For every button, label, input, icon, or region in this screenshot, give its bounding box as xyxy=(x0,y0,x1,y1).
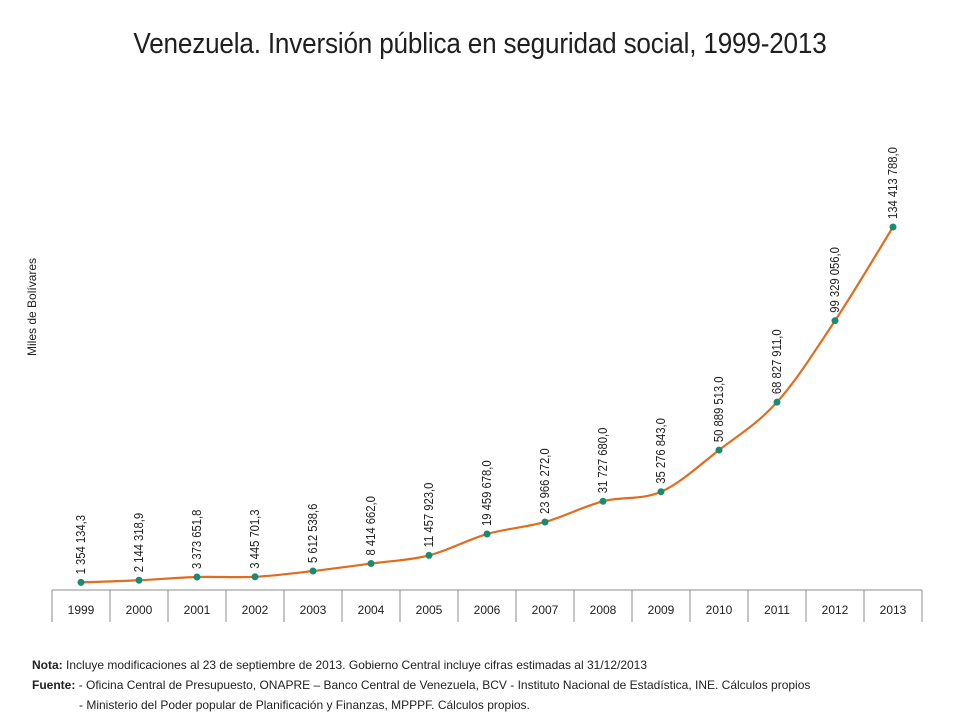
nota-text: Incluye modificaciones al 23 de septiemb… xyxy=(66,658,648,672)
y-axis-label: Miles de Bolívares xyxy=(25,258,39,356)
data-point xyxy=(425,551,433,559)
footnotes: Nota: Incluye modificaciones al 23 de se… xyxy=(32,655,810,715)
data-labels: 1 354 134,3 2 144 318,9 3 373 651,8 3 445 7… xyxy=(73,147,900,575)
x-tick-label: 2012 xyxy=(822,603,849,617)
data-label: 99 329 056,0 xyxy=(827,247,842,313)
x-tick-label: 2007 xyxy=(532,603,559,617)
x-tick-label: 1999 xyxy=(68,603,95,617)
fuente-line-2: - Ministerio del Poder popular de Planif… xyxy=(79,698,530,712)
nota-line: Nota: Incluye modificaciones al 23 de se… xyxy=(32,655,810,675)
x-tick-label: 2002 xyxy=(242,603,269,617)
x-tick-label: 2006 xyxy=(474,603,501,617)
data-label: 23 966 272,0 xyxy=(537,448,552,514)
x-tick-label: 2003 xyxy=(300,603,327,617)
data-label: 11 457 923,0 xyxy=(421,482,436,547)
x-tick-labels: 1999 2000 2001 2002 2003 2004 2005 2006 2007 2008… xyxy=(68,603,907,617)
data-point xyxy=(773,398,781,406)
fuente-line-continued: - Ministerio del Poder popular de Planif… xyxy=(32,695,810,715)
data-label: 134 413 788,0 xyxy=(885,147,900,219)
data-label: 5 612 538,6 xyxy=(305,503,320,563)
x-tick-label: 2009 xyxy=(648,603,675,617)
data-point xyxy=(831,317,839,325)
data-label: 8 414 662,0 xyxy=(363,496,378,556)
fuente-line-1: - Oficina Central de Presupuesto, ONAPRE… xyxy=(78,678,811,692)
data-point xyxy=(657,488,665,496)
data-label: 68 827 911,0 xyxy=(769,329,784,394)
data-point xyxy=(599,497,607,505)
data-label: 3 373 651,8 xyxy=(189,509,204,569)
x-tick-label: 2013 xyxy=(880,603,907,617)
fuente-label: Fuente: xyxy=(32,678,76,692)
data-point xyxy=(193,573,201,581)
data-point xyxy=(889,223,897,231)
fuente-line: Fuente: - Oficina Central de Presupuesto… xyxy=(32,675,810,695)
nota-label: Nota: xyxy=(32,658,63,672)
data-point xyxy=(135,576,143,584)
x-tick-label: 2005 xyxy=(416,603,443,617)
data-label: 3 445 701,3 xyxy=(247,509,262,569)
data-label: 31 727 680,0 xyxy=(595,427,610,493)
data-point xyxy=(77,578,85,586)
x-tick-label: 2011 xyxy=(764,603,790,617)
x-tick-label: 2008 xyxy=(590,603,617,617)
data-point xyxy=(251,573,259,581)
data-point xyxy=(367,560,375,568)
chart-series xyxy=(77,223,897,586)
data-point xyxy=(309,567,317,575)
x-tick-label: 2000 xyxy=(126,603,153,617)
chart-title: Venezuela. Inversión pública en segurida… xyxy=(133,28,827,60)
data-label: 35 276 843,0 xyxy=(653,418,668,484)
data-point xyxy=(541,518,549,526)
data-point xyxy=(483,530,491,538)
x-tick-label: 2001 xyxy=(184,603,211,617)
chart-axes xyxy=(51,589,923,622)
data-label: 19 459 678,0 xyxy=(479,460,494,526)
data-label: 2 144 318,9 xyxy=(131,513,146,573)
x-tick-label: 2010 xyxy=(706,603,733,617)
data-point xyxy=(715,446,723,454)
x-tick-label: 2004 xyxy=(358,603,385,617)
data-label: 1 354 134,3 xyxy=(73,515,88,575)
data-label: 50 889 513,0 xyxy=(711,376,726,442)
